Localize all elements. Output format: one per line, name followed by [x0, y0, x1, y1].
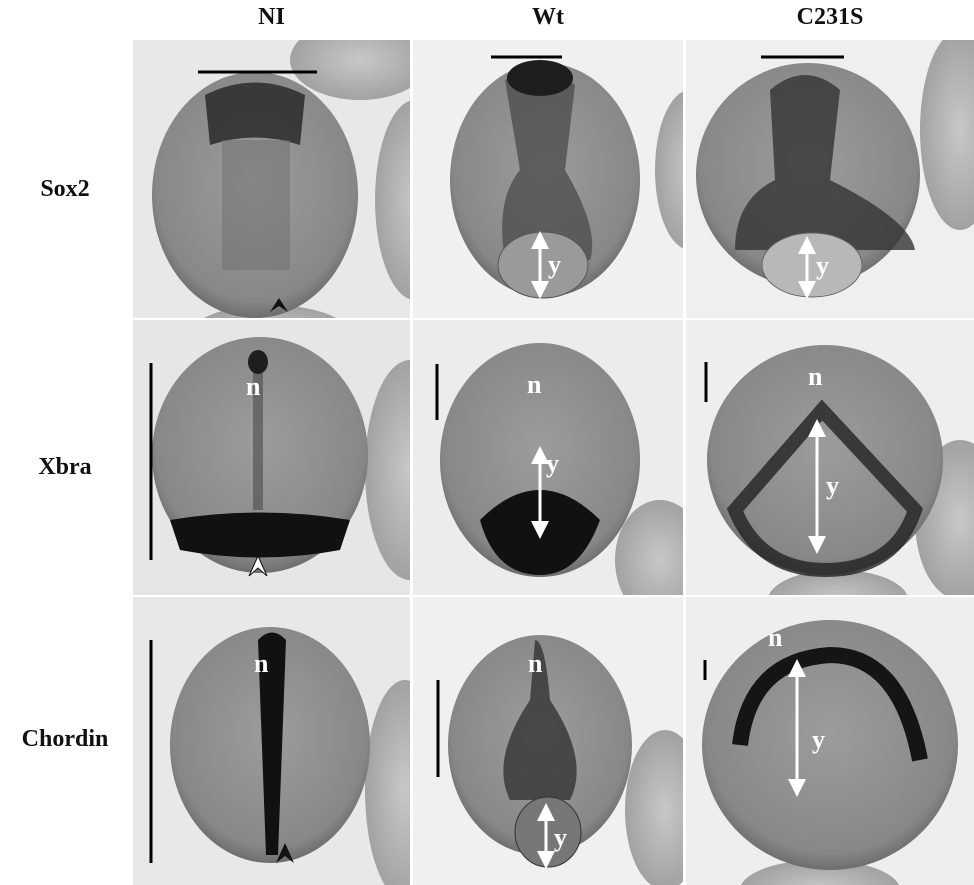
yolk-label: y: [554, 823, 567, 852]
notochord-label: n: [808, 362, 823, 391]
arrowhead-icon: [270, 298, 288, 312]
column-header-c231s: C231S: [796, 4, 864, 30]
yolk-label: y: [548, 250, 561, 279]
panel-xbra-ni: n: [133, 320, 410, 595]
yolk-label: y: [546, 449, 559, 478]
notochord-label: n: [254, 649, 269, 678]
yolk-label: y: [812, 725, 825, 754]
row-header-chordin: Chordin: [21, 726, 109, 752]
panel-chordin-c231s: n y: [686, 597, 974, 885]
panel-chordin-ni: n: [133, 597, 410, 885]
panel-sox2-wt: y: [413, 40, 683, 318]
column-header-ni: NI: [258, 4, 285, 30]
arrowhead-icon: [276, 843, 294, 863]
panel-sox2-ni: [133, 40, 410, 318]
arrowhead-icon: [248, 554, 268, 577]
notochord-label: n: [246, 372, 261, 401]
yolk-label: y: [816, 251, 829, 280]
panel-xbra-wt: n y: [413, 320, 683, 595]
yolk-label: y: [826, 471, 839, 500]
notochord-label: n: [768, 623, 783, 652]
panel-chordin-wt: n y: [413, 597, 683, 885]
row-header-xbra: Xbra: [38, 454, 92, 480]
panel-xbra-c231s: n y: [686, 320, 974, 595]
panel-sox2-c231s: y: [686, 40, 974, 318]
row-header-sox2: Sox2: [40, 176, 90, 202]
column-header-wt: Wt: [532, 4, 564, 30]
notochord-label: n: [528, 649, 543, 678]
notochord-label: n: [527, 370, 542, 399]
